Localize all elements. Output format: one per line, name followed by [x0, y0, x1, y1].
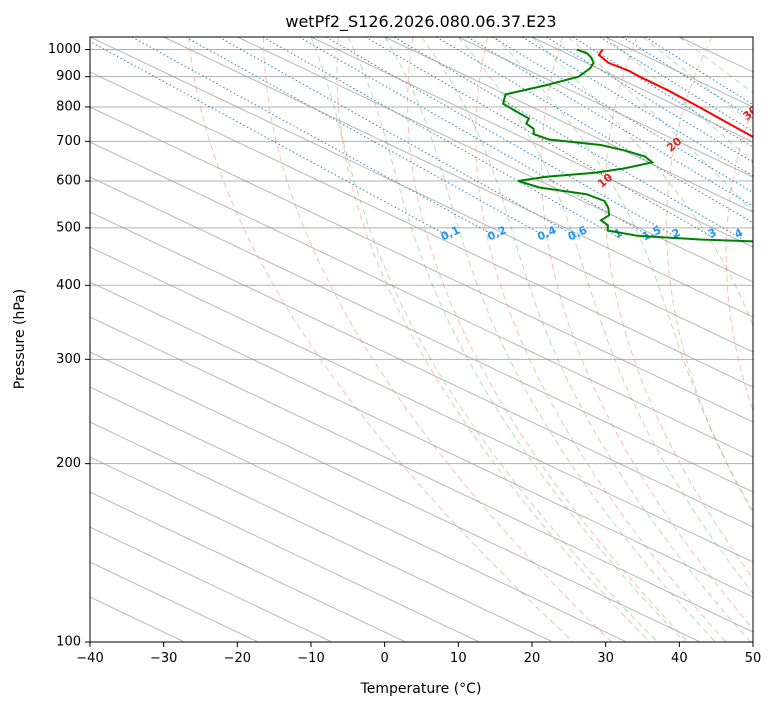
temperature-line [597, 49, 753, 138]
mixing-ratio-line [90, 40, 453, 239]
mixing-ratio-line [218, 37, 581, 239]
dry-adiabat [725, 106, 753, 413]
isotherm [90, 176, 753, 493]
dry-adiabat-label: 20 [664, 135, 684, 155]
dry-adiabat [475, 37, 727, 642]
mixing-ratio-label: 1.5 [640, 223, 663, 243]
isotherm [90, 421, 554, 642]
moist-adiabat [494, 37, 753, 512]
mixing-ratio-line [325, 37, 679, 239]
y-tick-label: 900 [56, 69, 81, 84]
dry-adiabat [407, 37, 689, 642]
dry-adiabat [188, 37, 574, 642]
mixing-ratio-line [492, 37, 753, 194]
dry-adiabat-label: 30 [740, 103, 760, 123]
mixing-ratio-line [393, 37, 742, 239]
isotherm [237, 37, 753, 283]
y-axis-label: Pressure (hPa) [12, 289, 28, 389]
isotherm [605, 37, 753, 108]
mixing-ratio-line [546, 37, 753, 163]
x-tick-label: 20 [524, 651, 541, 666]
mixing-ratio-line [644, 37, 753, 106]
isotherm [90, 141, 753, 458]
y-tick-label: 500 [56, 220, 81, 235]
mixing-ratio-label: 0.1 [439, 223, 462, 243]
moist-adiabat [457, 37, 753, 595]
isotherm [90, 37, 753, 353]
chart-title: wetPf2_S126.2026.080.06.37.E23 [285, 12, 556, 32]
dry-adiabat [336, 37, 651, 642]
isotherm [163, 37, 753, 318]
mixing-ratio-line [262, 37, 621, 239]
moist-adiabat [642, 37, 753, 126]
isotherm [90, 246, 753, 563]
isotherm [90, 316, 753, 633]
moist-adiabat [384, 37, 716, 642]
moist-adiabats [310, 37, 753, 642]
mixing-ratio-line [365, 37, 715, 239]
plot-frame [89, 36, 754, 643]
y-tick-label: 300 [56, 352, 81, 367]
moist-adiabat [421, 37, 752, 642]
y-tick-label: 1000 [48, 42, 81, 57]
mixing-ratio-label: 6 [771, 226, 775, 241]
isotherm [90, 351, 701, 642]
isotherm [90, 211, 753, 528]
x-tick-label: 40 [671, 651, 688, 666]
y-tick-label: 600 [56, 173, 81, 188]
isotherm [90, 386, 627, 642]
x-tick-label: −30 [150, 651, 177, 666]
isotherm [384, 37, 753, 213]
isotherm [90, 526, 333, 642]
isotherm [752, 37, 753, 38]
isotherms [90, 37, 753, 642]
plot-area: -100-90-80-70-60-50-40-30-20-10010203040… [90, 37, 775, 642]
isotherm [531, 37, 753, 143]
y-tick-label: 200 [56, 456, 81, 471]
x-tick-label: −20 [224, 651, 251, 666]
dry-adiabat [263, 37, 612, 642]
dry-adiabat [604, 37, 753, 580]
x-axis: −40 −30 −20 −10 0 10 20 30 40 50 [76, 642, 761, 666]
isotherm [90, 491, 406, 642]
moist-adiabat [531, 37, 753, 327]
x-tick-label: −40 [76, 651, 103, 666]
x-axis-label: Temperature (°C) [360, 681, 482, 697]
isotherm [310, 37, 753, 248]
dry-adiabats [188, 37, 753, 642]
x-tick-label: 30 [597, 651, 614, 666]
mixing-ratio-line [622, 37, 753, 119]
x-tick-label: 0 [381, 651, 389, 666]
mixing-ratio-label: 0.4 [535, 223, 558, 243]
moist-adiabat [605, 37, 753, 163]
mixing-ratio-line [436, 37, 753, 224]
moist-adiabat [347, 37, 685, 642]
y-tick-label: 800 [56, 99, 81, 114]
isotherm-label: 0 [770, 215, 775, 230]
isotherm [458, 37, 753, 178]
dewpoint-line [501, 48, 753, 243]
y-tick-label: 100 [56, 635, 81, 650]
isotherm [90, 71, 753, 388]
x-tick-label: 50 [745, 651, 762, 666]
mixing-ratio-line [298, 37, 655, 239]
x-tick-label: −10 [297, 651, 324, 666]
mixing-ratio-line [131, 37, 500, 239]
dry-adiabat [666, 37, 753, 514]
isotherm [90, 456, 480, 642]
x-tick-label: 10 [450, 651, 467, 666]
isotherm [90, 106, 753, 423]
y-tick-label: 700 [56, 134, 81, 149]
y-tick-label: 400 [56, 278, 81, 293]
isotherm [90, 281, 753, 598]
y-axis: 100 200 300 400 500 600 700 800 900 1000 [48, 42, 90, 650]
mixing-ratio-line [185, 37, 550, 239]
isotherm [90, 561, 259, 642]
moist-adiabat [568, 37, 753, 213]
pressure-grid [90, 49, 753, 642]
